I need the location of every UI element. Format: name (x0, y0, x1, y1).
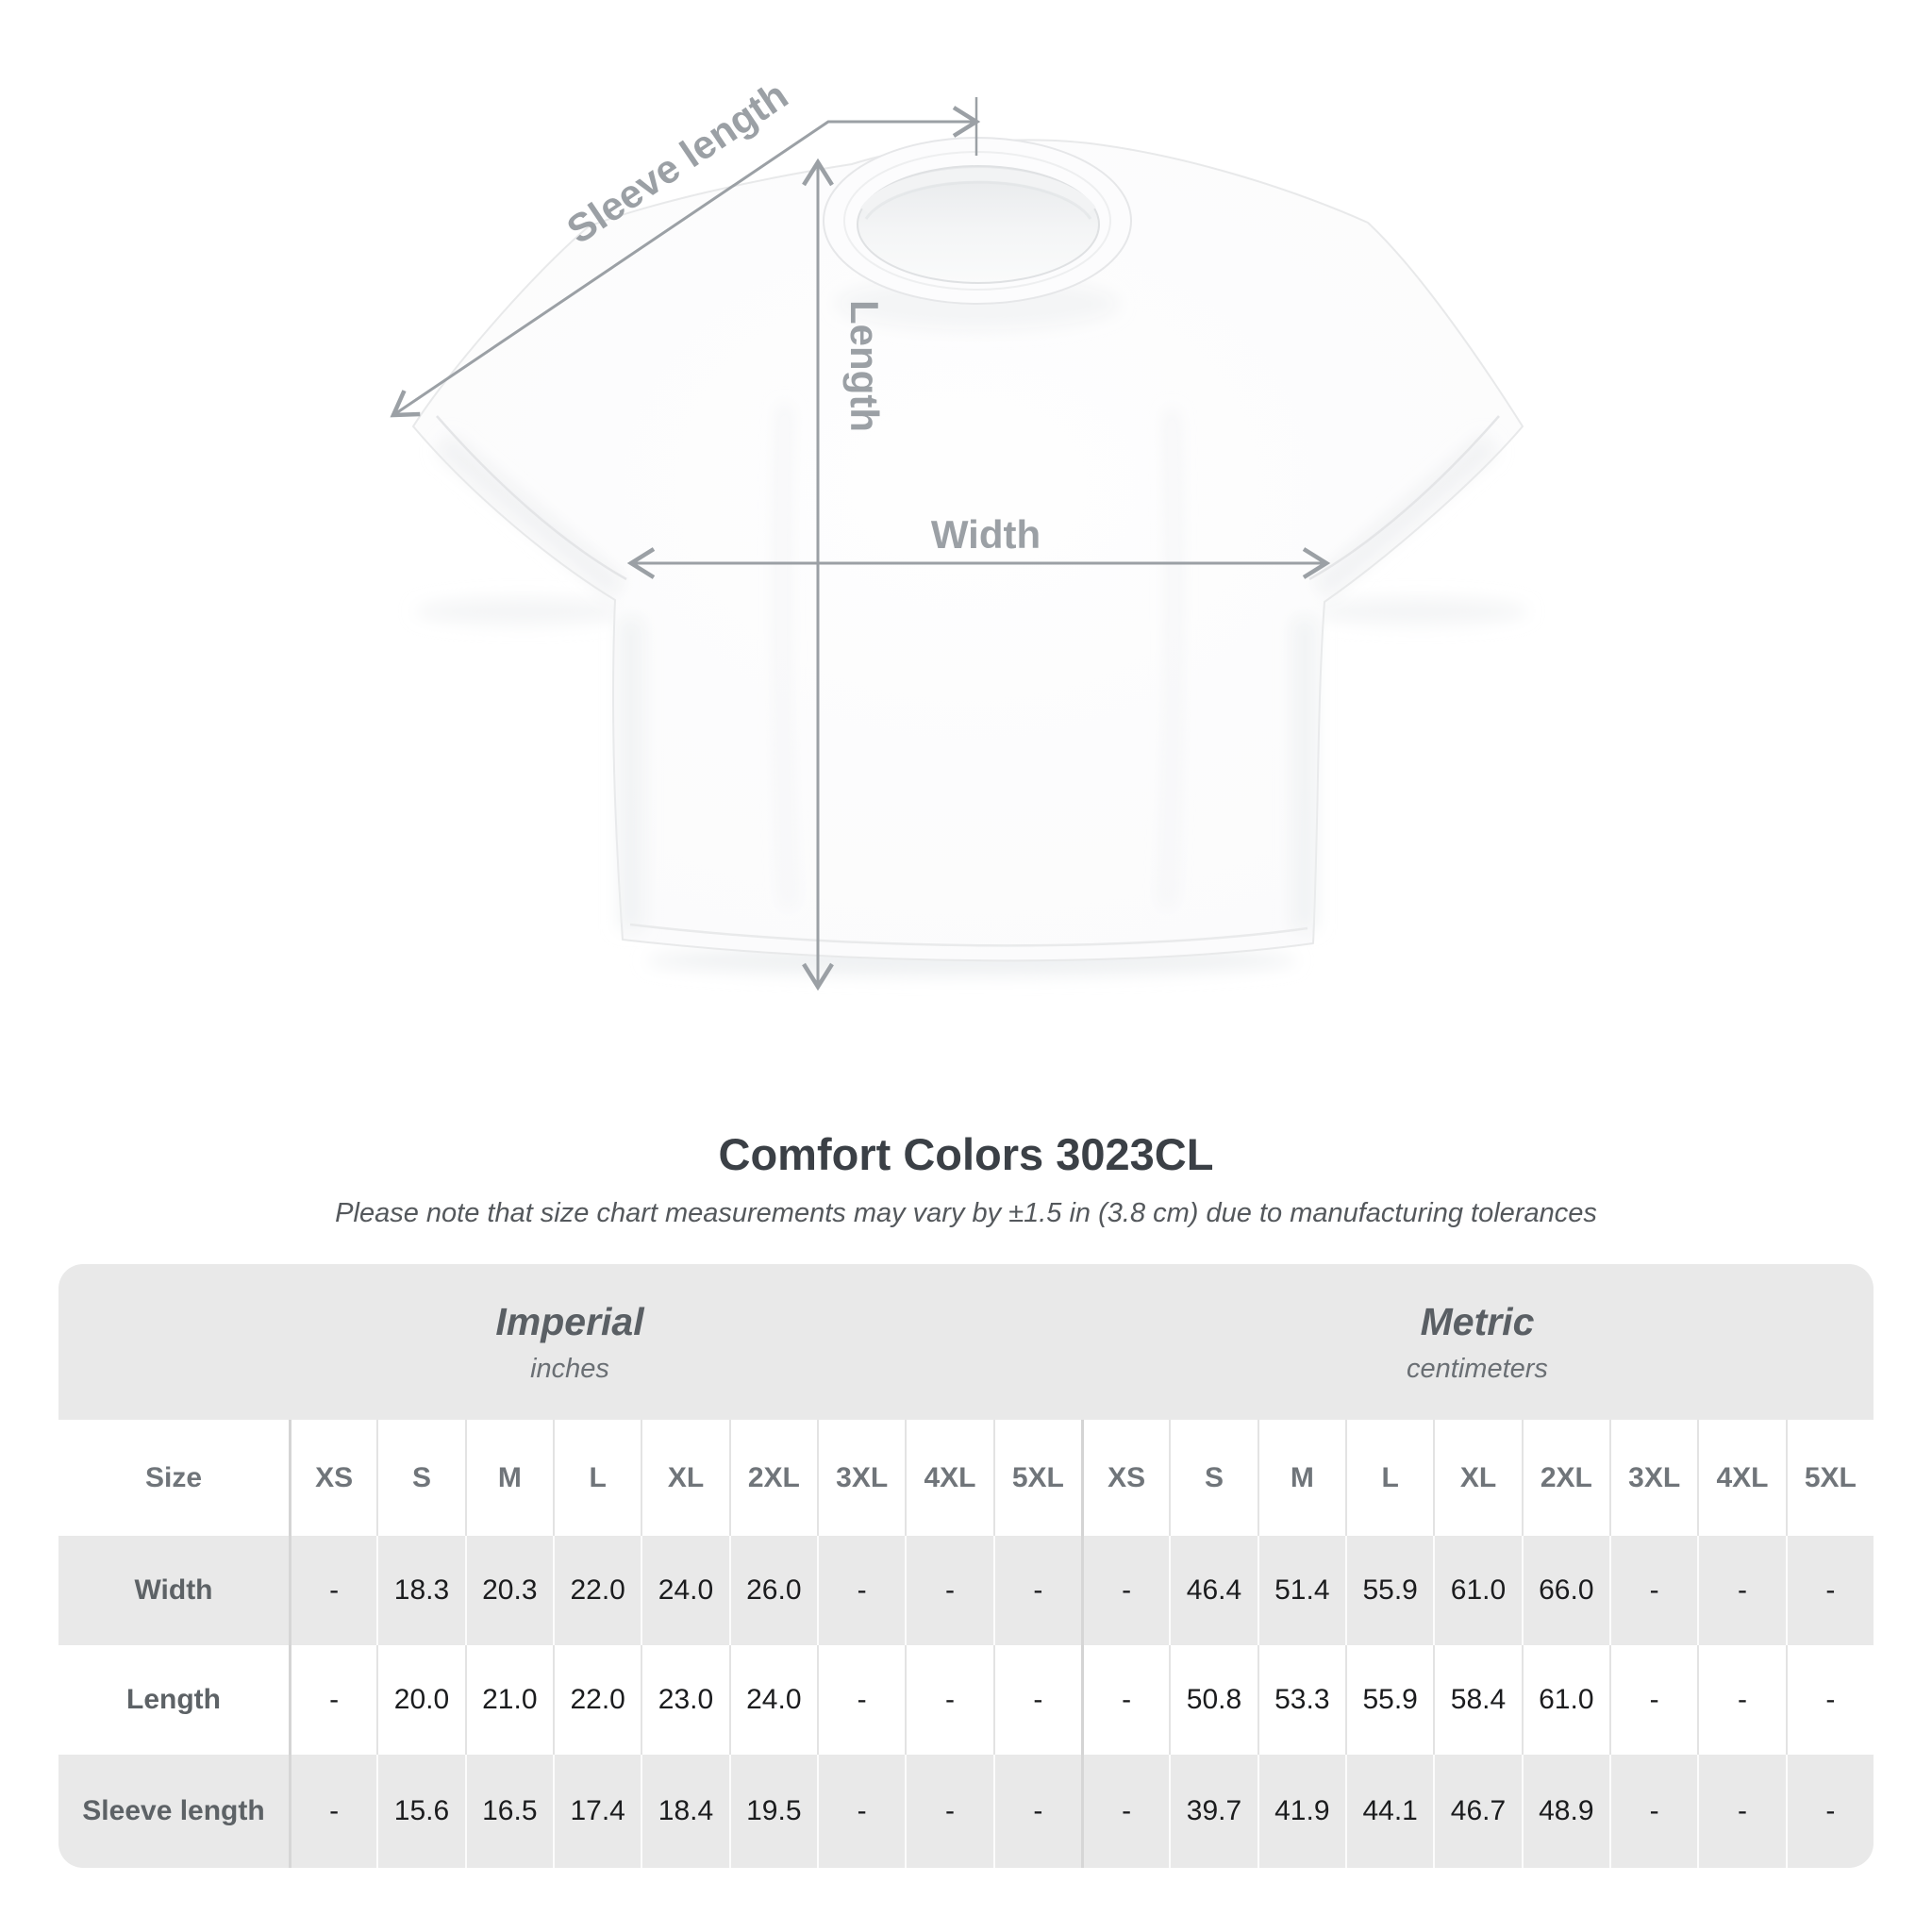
value-cell-imperial: 17.4 (553, 1755, 641, 1868)
size-header-cell-imperial: S (376, 1420, 465, 1536)
value-cell-imperial: 22.0 (553, 1645, 641, 1755)
size-header-cell-metric: L (1345, 1420, 1434, 1536)
size-header-cell-imperial: 5XL (992, 1420, 1081, 1536)
size-header-cell-imperial: L (553, 1420, 641, 1536)
value-cell-metric: 39.7 (1169, 1755, 1257, 1868)
size-header-cell-metric: 3XL (1609, 1420, 1698, 1536)
value-cell-imperial: - (992, 1755, 1081, 1868)
tshirt-measurement-diagram: Sleeve length Length Width (390, 73, 1528, 991)
value-cell-imperial: - (992, 1536, 1081, 1645)
value-cell-metric: - (1697, 1645, 1786, 1755)
value-cell-metric: - (1785, 1536, 1874, 1645)
value-cell-metric: - (1081, 1755, 1170, 1868)
value-cell-imperial: - (817, 1536, 906, 1645)
value-cell-imperial: 24.0 (728, 1645, 817, 1755)
size-header-cell-imperial: 3XL (817, 1420, 906, 1536)
value-cell-imperial: - (905, 1645, 993, 1755)
row-label: Width (58, 1536, 289, 1645)
value-cell-metric: - (1609, 1755, 1698, 1868)
value-cell-imperial: - (817, 1645, 906, 1755)
row-label: Sleeve length (58, 1755, 289, 1868)
value-cell-metric: 66.0 (1521, 1536, 1609, 1645)
row-label: Length (58, 1645, 289, 1755)
size-chart-table: Imperial inches Metric centimeters Size X… (58, 1264, 1874, 1868)
value-cell-imperial: - (289, 1536, 377, 1645)
size-header-cell-metric: 2XL (1521, 1420, 1609, 1536)
value-cell-imperial: 21.0 (464, 1645, 553, 1755)
value-cell-metric: 46.7 (1433, 1755, 1522, 1868)
value-cell-metric: 41.9 (1257, 1755, 1345, 1868)
size-header-cell-imperial: XL (641, 1420, 729, 1536)
value-cell-metric: - (1609, 1536, 1698, 1645)
value-cell-imperial: - (289, 1645, 377, 1755)
collar (823, 137, 1132, 305)
value-cell-metric: 46.4 (1169, 1536, 1257, 1645)
imperial-section-header: Imperial inches (58, 1264, 1081, 1420)
value-cell-imperial: 18.4 (641, 1755, 729, 1868)
value-cell-metric: 44.1 (1345, 1755, 1434, 1868)
value-cell-metric: 48.9 (1521, 1755, 1609, 1868)
size-header-cell-metric: XL (1433, 1420, 1522, 1536)
size-header-cell-metric: S (1169, 1420, 1257, 1536)
measurement-arrows (390, 97, 1331, 991)
value-cell-imperial: - (289, 1755, 377, 1868)
size-header-cell-metric: 5XL (1785, 1420, 1874, 1536)
value-cell-metric: - (1081, 1645, 1170, 1755)
value-cell-imperial: 20.0 (376, 1645, 465, 1755)
value-cell-metric: - (1081, 1536, 1170, 1645)
size-header-cell-imperial: XS (289, 1420, 377, 1536)
value-cell-metric: - (1785, 1645, 1874, 1755)
value-cell-imperial: 26.0 (728, 1536, 817, 1645)
value-cell-imperial: 23.0 (641, 1645, 729, 1755)
value-cell-metric: 50.8 (1169, 1645, 1257, 1755)
page-title: Comfort Colors 3023CL (718, 1129, 1214, 1179)
value-cell-imperial: 24.0 (641, 1536, 729, 1645)
imperial-section-title: Imperial (495, 1299, 644, 1343)
size-column-header: Size (58, 1420, 289, 1536)
value-cell-imperial: 20.3 (464, 1536, 553, 1645)
value-cell-imperial: 22.0 (553, 1536, 641, 1645)
value-cell-imperial: - (817, 1755, 906, 1868)
value-cell-imperial: 15.6 (376, 1755, 465, 1868)
size-header-cell-imperial: 2XL (728, 1420, 817, 1536)
size-header-cell-imperial: 4XL (905, 1420, 993, 1536)
value-cell-metric: 53.3 (1257, 1645, 1345, 1755)
width-label: Width (931, 512, 1041, 557)
value-cell-metric: - (1697, 1536, 1786, 1645)
value-cell-imperial: 18.3 (376, 1536, 465, 1645)
value-cell-metric: - (1785, 1755, 1874, 1868)
value-cell-metric: - (1697, 1755, 1786, 1868)
length-label: Length (842, 300, 887, 432)
size-table-grid: Size XS S M L XL 2XL 3XL 4XL 5XL XS S M L XL 2XL 3XL 4XL 5… (58, 1420, 1874, 1868)
value-cell-metric: 58.4 (1433, 1645, 1522, 1755)
value-cell-metric: 51.4 (1257, 1536, 1345, 1645)
metric-section-header: Metric centimeters (1081, 1264, 1874, 1420)
value-cell-metric: 61.0 (1521, 1645, 1609, 1755)
size-header-cell-imperial: M (464, 1420, 553, 1536)
tolerance-note: Please note that size chart measurements… (335, 1198, 1597, 1228)
size-header-cell-metric: XS (1081, 1420, 1170, 1536)
metric-section-title: Metric (1420, 1299, 1535, 1343)
value-cell-metric: 55.9 (1345, 1645, 1434, 1755)
value-cell-imperial: 16.5 (464, 1755, 553, 1868)
value-cell-metric: 55.9 (1345, 1536, 1434, 1645)
value-cell-imperial: - (905, 1536, 993, 1645)
value-cell-imperial: - (905, 1755, 993, 1868)
value-cell-imperial: 19.5 (728, 1755, 817, 1868)
imperial-section-unit: inches (530, 1353, 609, 1384)
value-cell-metric: 61.0 (1433, 1536, 1522, 1645)
units-header-band: Imperial inches Metric centimeters (58, 1264, 1874, 1420)
value-cell-metric: - (1609, 1645, 1698, 1755)
size-header-cell-metric: 4XL (1697, 1420, 1786, 1536)
size-header-cell-metric: M (1257, 1420, 1345, 1536)
sleeve-length-arrow (390, 106, 981, 418)
value-cell-imperial: - (992, 1645, 1081, 1755)
metric-section-unit: centimeters (1407, 1353, 1548, 1384)
